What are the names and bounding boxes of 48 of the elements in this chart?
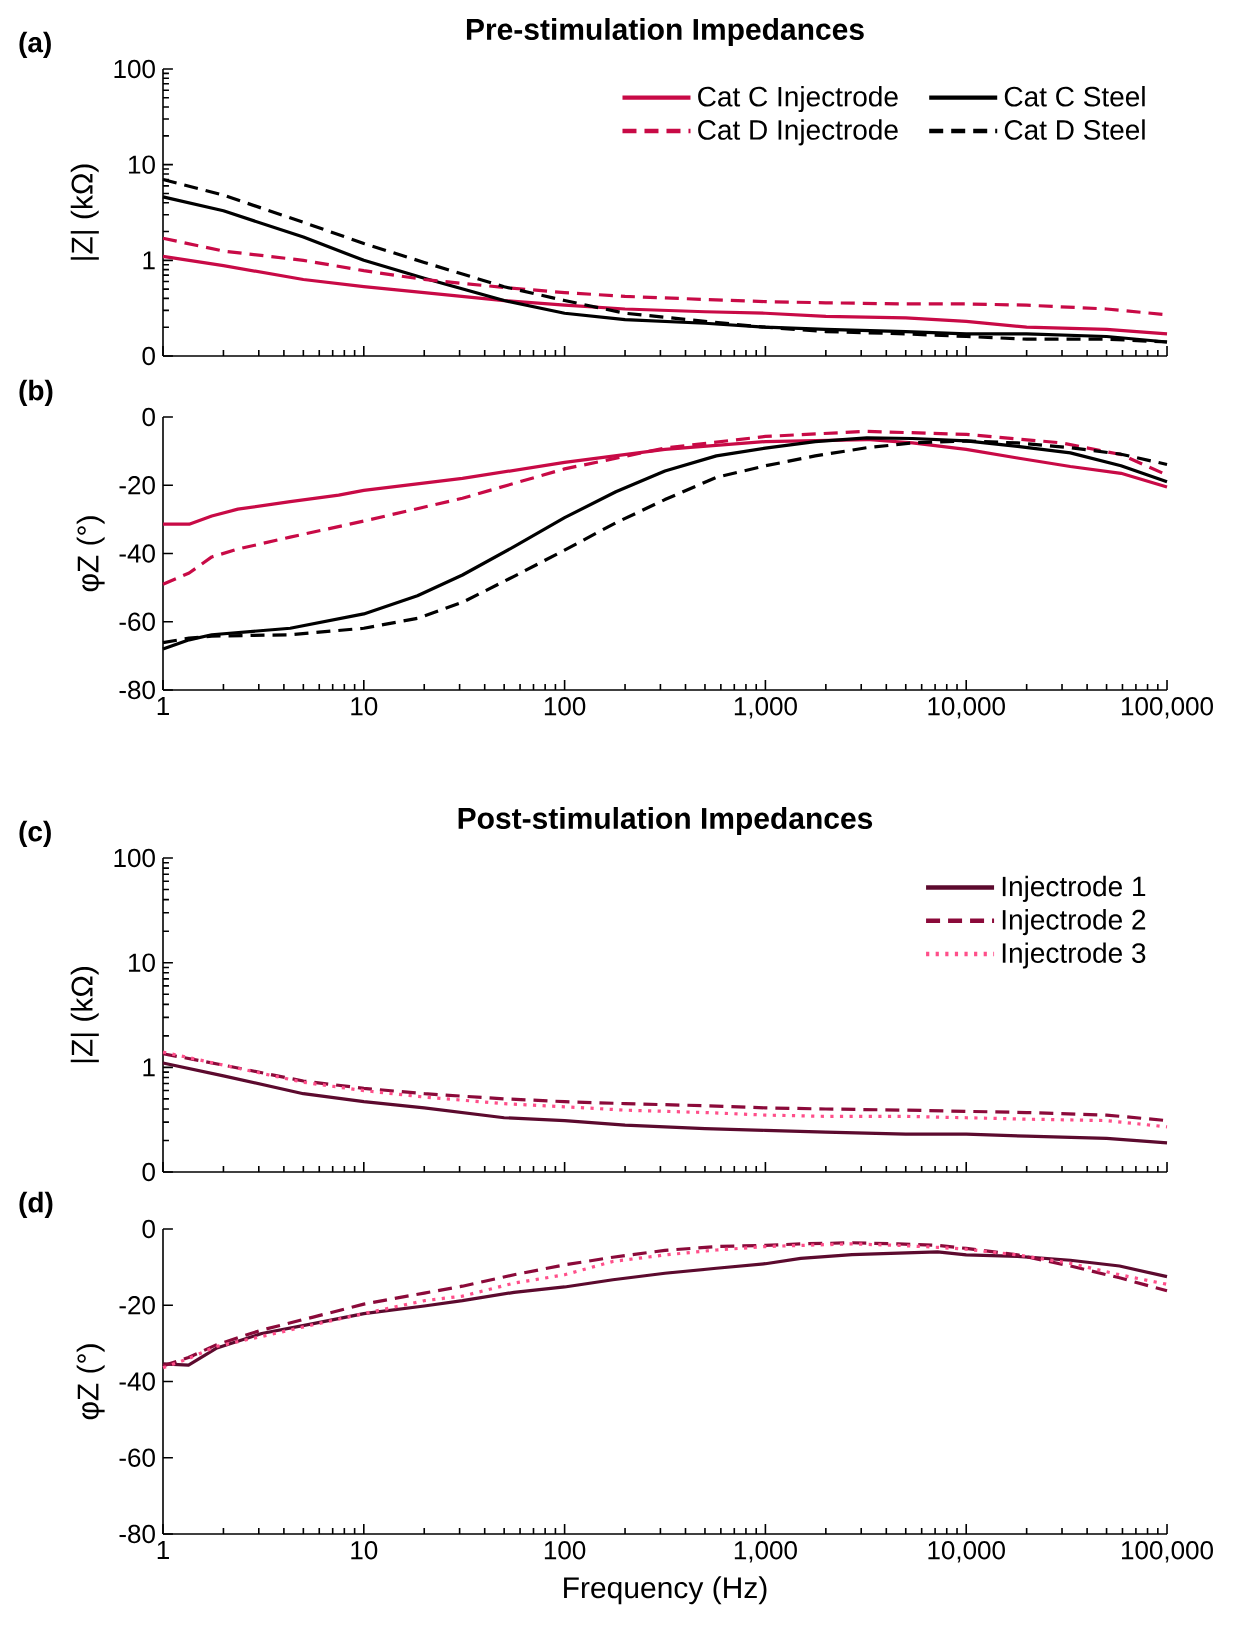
- y-tick-label: -20: [119, 476, 155, 495]
- y-tick-label: 100: [114, 59, 155, 79]
- legend-label: Injectrode 3: [1002, 942, 1146, 969]
- y-tick-label: 10: [128, 953, 155, 972]
- y-axis-title: φZ (°): [76, 516, 105, 592]
- text: (d): [19, 1191, 53, 1218]
- y-tick-label: 1: [143, 1058, 155, 1077]
- y-tick-label: -60: [119, 1448, 155, 1467]
- x-tick-label: 10: [351, 1541, 378, 1560]
- y-tick-label: -40: [119, 544, 155, 563]
- text: (b): [19, 379, 53, 406]
- y-tick-label: 0: [142, 346, 155, 366]
- legend-label: Injectrode 1: [1002, 875, 1146, 902]
- chart-title: Pre-stimulation Impedances: [466, 17, 864, 46]
- x-tick-label: 1: [157, 1541, 169, 1559]
- y-axis-title: φZ (°): [76, 1344, 105, 1420]
- y-axis-title: |Z| (kΩ): [70, 967, 99, 1063]
- y-tick-label: -60: [119, 612, 155, 631]
- x-tick-label: 100,000: [1122, 697, 1213, 719]
- chart-title: Post-stimulation Impedances: [458, 806, 873, 835]
- y-tick-label: -80: [119, 680, 155, 700]
- y-tick-label: -80: [119, 1524, 155, 1544]
- legend-label: Cat D Steel: [1004, 119, 1145, 140]
- x-tick-label: 1: [157, 697, 169, 715]
- y-tick-label: -20: [119, 1296, 155, 1315]
- legend-label: Cat C Injectrode: [698, 86, 898, 113]
- y-tick-label: 10: [128, 155, 155, 174]
- x-tick-label: 10,000: [928, 1541, 1005, 1563]
- y-tick-label: 1: [143, 251, 155, 270]
- legend-label: Cat D Injectrode: [698, 119, 898, 146]
- x-tick-label: 100,000: [1122, 1541, 1213, 1563]
- y-tick-label: 100: [114, 848, 155, 868]
- x-axis-title: Frequency (Hz): [564, 1576, 767, 1605]
- text: (a): [19, 31, 51, 58]
- x-tick-label: 100: [544, 1541, 586, 1560]
- legend-label: Injectrode 2: [1002, 909, 1146, 936]
- x-tick-label: 10: [351, 697, 378, 716]
- x-tick-label: 1,000: [734, 1541, 797, 1563]
- legend-label: Cat C Steel: [1004, 86, 1145, 107]
- y-tick-label: 0: [142, 407, 155, 427]
- y-tick-label: -40: [119, 1372, 155, 1391]
- y-tick-label: 0: [142, 1162, 155, 1182]
- x-tick-label: 100: [544, 697, 586, 716]
- x-tick-label: 10,000: [928, 697, 1005, 719]
- text: (c): [19, 820, 51, 847]
- x-tick-label: 1,000: [734, 697, 797, 719]
- y-tick-label: 0: [142, 1219, 155, 1239]
- y-axis-title: |Z| (kΩ): [70, 164, 99, 260]
